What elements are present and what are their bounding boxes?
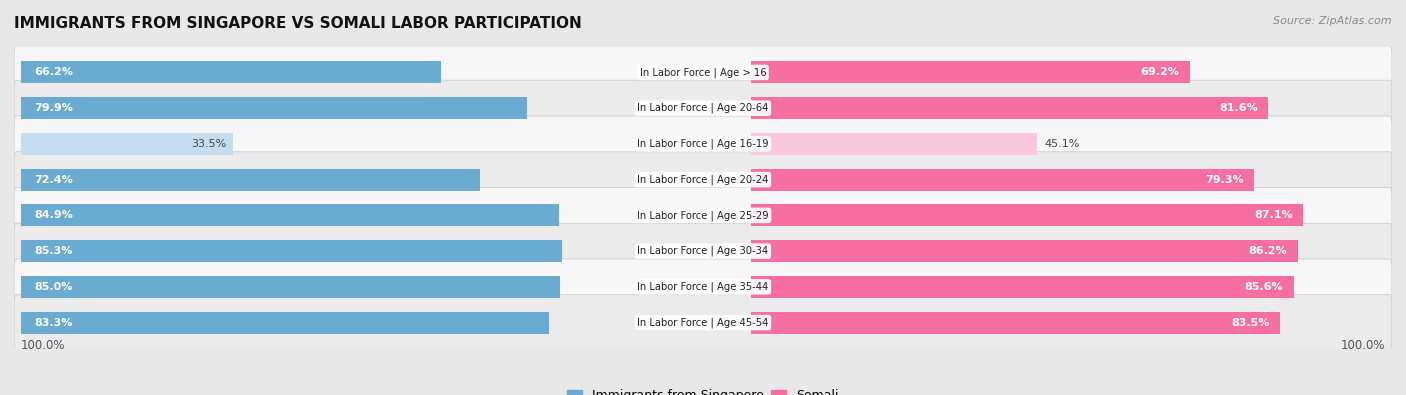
Text: In Labor Force | Age 35-44: In Labor Force | Age 35-44	[637, 282, 769, 292]
FancyBboxPatch shape	[14, 116, 1392, 172]
Bar	[21, 204, 560, 226]
Bar	[751, 204, 1303, 226]
Text: 100.0%: 100.0%	[21, 339, 66, 352]
Text: In Labor Force | Age 45-54: In Labor Force | Age 45-54	[637, 317, 769, 328]
Bar	[751, 97, 1268, 119]
Text: 83.3%: 83.3%	[35, 318, 73, 327]
Bar	[21, 133, 233, 155]
Text: Source: ZipAtlas.com: Source: ZipAtlas.com	[1274, 16, 1392, 26]
FancyBboxPatch shape	[14, 80, 1392, 136]
Text: 85.3%: 85.3%	[35, 246, 73, 256]
Text: 79.3%: 79.3%	[1205, 175, 1243, 184]
Bar	[751, 240, 1298, 262]
Text: 69.2%: 69.2%	[1140, 68, 1180, 77]
Text: 33.5%: 33.5%	[191, 139, 226, 149]
Text: In Labor Force | Age 25-29: In Labor Force | Age 25-29	[637, 210, 769, 221]
Bar	[751, 133, 1038, 155]
Text: 87.1%: 87.1%	[1254, 211, 1294, 220]
FancyBboxPatch shape	[14, 188, 1392, 243]
Bar	[751, 61, 1189, 83]
Legend: Immigrants from Singapore, Somali: Immigrants from Singapore, Somali	[562, 384, 844, 395]
Text: 79.9%: 79.9%	[35, 103, 73, 113]
Bar	[21, 312, 548, 334]
Bar	[21, 61, 440, 83]
Text: In Labor Force | Age 20-64: In Labor Force | Age 20-64	[637, 103, 769, 113]
Text: 85.6%: 85.6%	[1244, 282, 1284, 292]
Bar	[21, 169, 479, 191]
FancyBboxPatch shape	[14, 223, 1392, 279]
Text: 66.2%: 66.2%	[35, 68, 73, 77]
Text: In Labor Force | Age 30-34: In Labor Force | Age 30-34	[637, 246, 769, 256]
Text: 85.0%: 85.0%	[35, 282, 73, 292]
FancyBboxPatch shape	[14, 152, 1392, 207]
Text: IMMIGRANTS FROM SINGAPORE VS SOMALI LABOR PARTICIPATION: IMMIGRANTS FROM SINGAPORE VS SOMALI LABO…	[14, 16, 582, 31]
Text: In Labor Force | Age 20-24: In Labor Force | Age 20-24	[637, 174, 769, 185]
Bar	[751, 169, 1254, 191]
FancyBboxPatch shape	[14, 259, 1392, 315]
FancyBboxPatch shape	[14, 45, 1392, 100]
Text: 45.1%: 45.1%	[1045, 139, 1080, 149]
Text: 86.2%: 86.2%	[1249, 246, 1288, 256]
Text: In Labor Force | Age 16-19: In Labor Force | Age 16-19	[637, 139, 769, 149]
Text: 83.5%: 83.5%	[1232, 318, 1270, 327]
Bar	[751, 276, 1294, 298]
Bar	[21, 276, 560, 298]
Bar	[751, 312, 1281, 334]
FancyBboxPatch shape	[14, 295, 1392, 350]
Text: 84.9%: 84.9%	[35, 211, 73, 220]
Bar	[21, 240, 561, 262]
Bar	[21, 97, 527, 119]
Text: 100.0%: 100.0%	[1340, 339, 1385, 352]
Text: 72.4%: 72.4%	[35, 175, 73, 184]
Text: In Labor Force | Age > 16: In Labor Force | Age > 16	[640, 67, 766, 78]
Text: 81.6%: 81.6%	[1219, 103, 1258, 113]
